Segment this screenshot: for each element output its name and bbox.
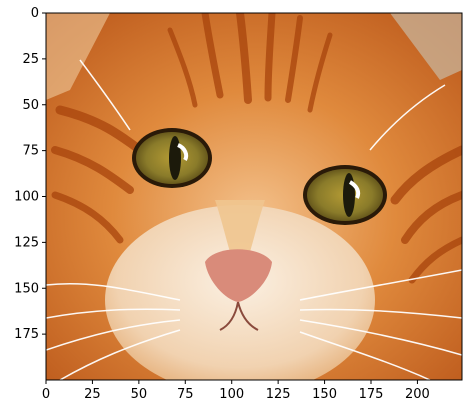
right-ear-highlight [390,13,462,80]
y-tick-label: 125 [14,235,39,250]
x-tick-label: 200 [405,387,430,402]
x-tick-label: 150 [312,387,337,402]
x-tick-label: 100 [219,387,244,402]
y-tick-label: 25 [22,52,39,67]
y-tick-label: 175 [14,327,39,342]
y-tick-label: 75 [22,144,39,159]
right-eye [303,165,387,225]
whiskers [46,59,462,380]
cat-photo [46,13,462,380]
left-eye [132,128,212,188]
y-tick-label: 50 [22,98,39,113]
x-tick-label: 175 [359,387,384,402]
x-tick-label: 125 [266,387,291,402]
x-tick-label: 50 [131,387,148,402]
x-axis-ticks: 0 25 50 75 100 125 150 175 200 [42,380,430,402]
x-tick-label: 75 [177,387,194,402]
y-axis-ticks: 0 25 50 75 100 125 150 175 [14,6,46,342]
nose [205,249,272,331]
nose-bridge [215,200,265,265]
y-tick-label: 100 [14,190,39,205]
x-tick-label: 0 [42,387,50,402]
x-tick-label: 25 [84,387,101,402]
y-tick-label: 0 [31,6,39,21]
forehead-stripes [51,13,462,284]
left-ear-highlight [46,13,110,100]
y-tick-label: 150 [14,281,39,296]
